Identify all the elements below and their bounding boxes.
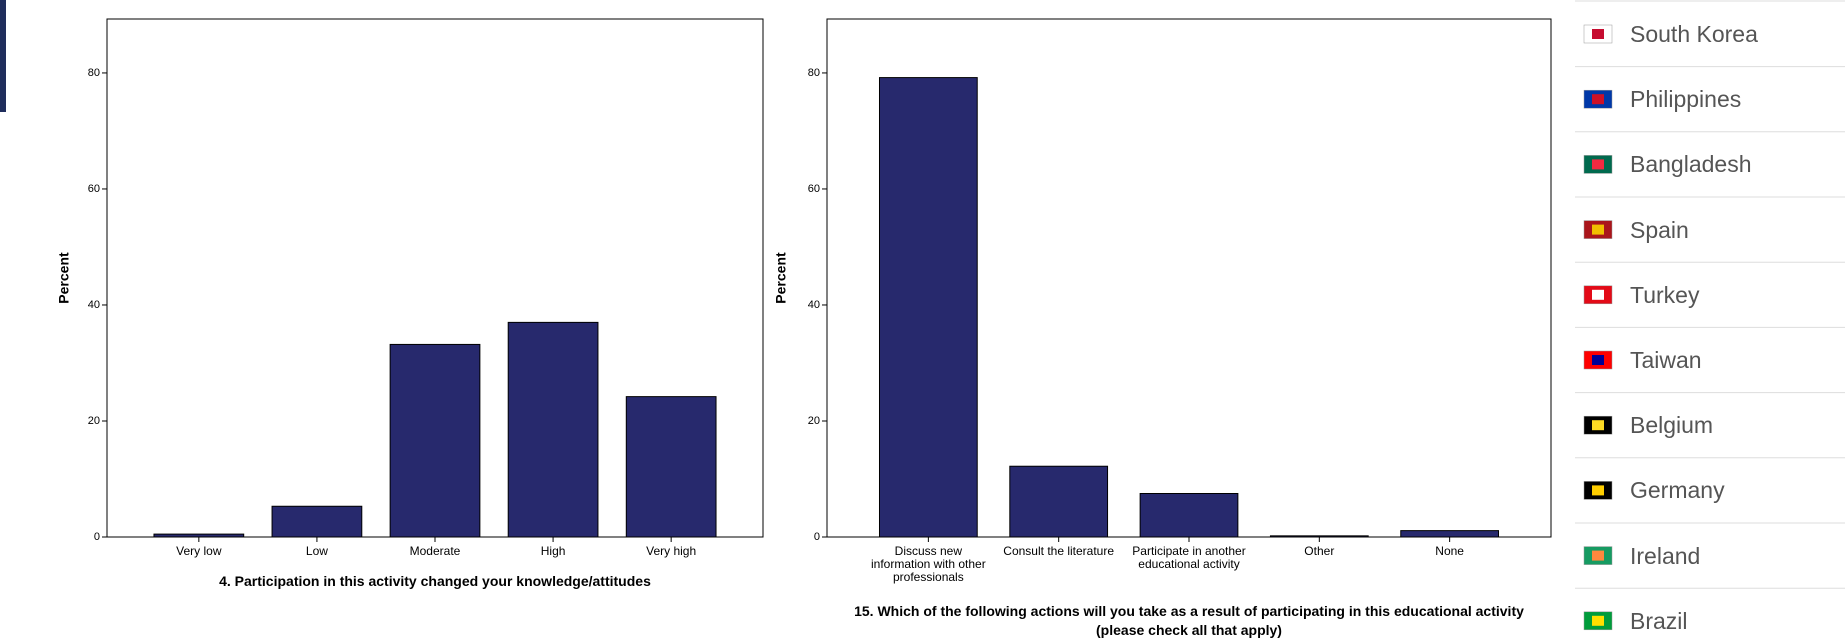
bar (1400, 530, 1500, 538)
y-tick-label: 80 (88, 67, 100, 79)
x-tick-label: Consult the literature (1003, 544, 1115, 558)
country-name: Philippines (1630, 86, 1742, 113)
bar (153, 533, 245, 538)
x-axis-label: 4. Participation in this activity change… (219, 573, 651, 589)
x-tick-label: Very low (176, 544, 222, 558)
bar (625, 396, 717, 538)
x-tick-label: Low (305, 544, 328, 558)
bar (271, 505, 363, 538)
flag (1592, 615, 1604, 626)
x-tick-label: High (540, 544, 566, 558)
country-name: Taiwan (1630, 347, 1702, 373)
country-name: Spain (1630, 216, 1689, 243)
y-tick-label: 0 (94, 531, 100, 543)
x-tick-label: Moderate (409, 544, 461, 558)
flag (1592, 550, 1604, 561)
x-tick-label: Other (1304, 544, 1335, 558)
country-name: Germany (1630, 477, 1725, 504)
flag (1592, 355, 1604, 365)
x-tick-label: None (1435, 544, 1464, 558)
y-tick-label: 40 (88, 299, 100, 311)
bar (878, 77, 978, 538)
flag (1592, 224, 1604, 235)
flag (1592, 420, 1604, 431)
country-name: Turkey (1630, 281, 1700, 308)
x-tick-label: Participate in another educational activ… (1132, 544, 1246, 571)
bar (1009, 465, 1109, 538)
bar (1269, 535, 1369, 538)
bar (1139, 492, 1239, 538)
x-tick-label: Very high (646, 544, 697, 558)
bar (507, 321, 599, 538)
bar (389, 343, 481, 538)
country-name: Bangladesh (1630, 151, 1752, 178)
side-accent (0, 0, 6, 112)
y-tick-label: 20 (88, 415, 100, 427)
country-name: Ireland (1630, 542, 1701, 569)
y-tick-label: 80 (808, 67, 820, 79)
country-name: Brazil (1630, 607, 1688, 634)
y-axis-label: Percent (56, 252, 72, 304)
flag (1592, 29, 1604, 39)
country-name: South Korea (1630, 21, 1758, 47)
y-tick-label: 60 (808, 183, 820, 195)
y-tick-label: 40 (808, 299, 820, 311)
flag (1592, 289, 1604, 300)
y-tick-label: 60 (88, 183, 100, 195)
y-tick-label: 0 (814, 531, 820, 543)
flag (1592, 485, 1604, 496)
x-axis-label: 15. Which of the following actions will … (854, 603, 1524, 638)
flag (1592, 94, 1604, 105)
x-tick-label: Discuss new information with other profe… (870, 544, 986, 584)
flag (1592, 159, 1604, 170)
y-tick-label: 20 (808, 415, 820, 427)
y-axis-label: Percent (773, 252, 789, 304)
country-name: Belgium (1630, 412, 1714, 439)
